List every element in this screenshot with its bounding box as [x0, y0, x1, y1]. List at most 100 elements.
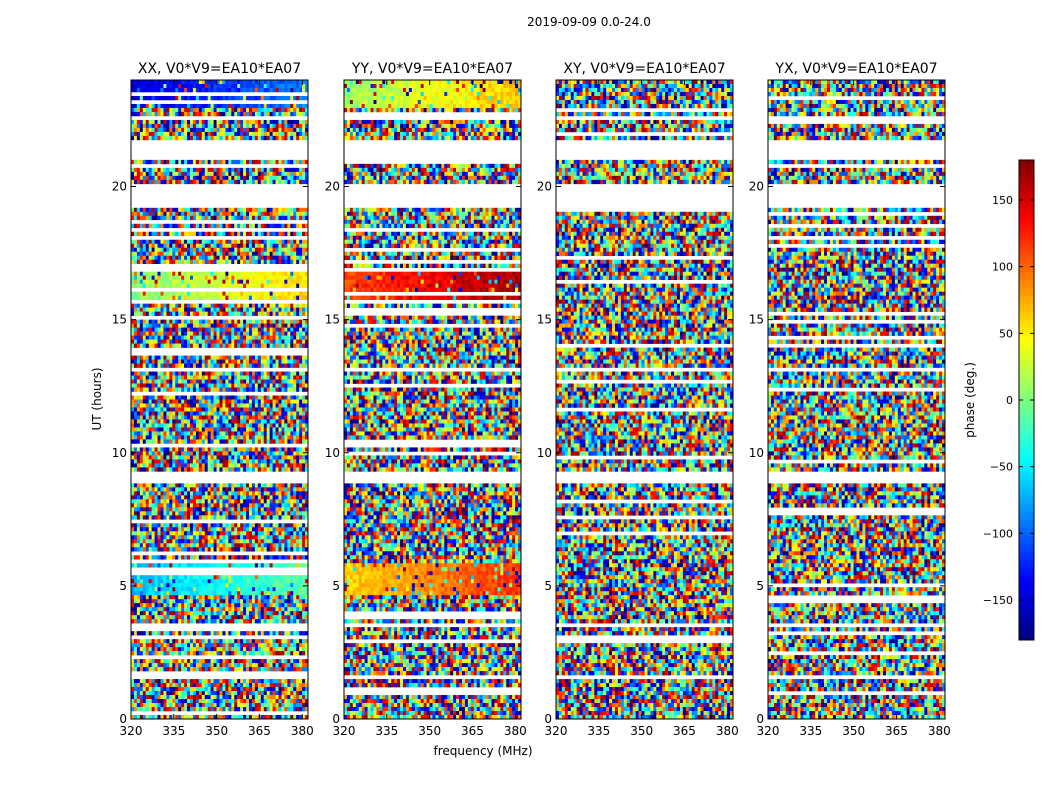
heatmap-cell [198, 363, 203, 368]
heatmap-cell [243, 303, 247, 308]
heatmap-cell [287, 511, 291, 516]
heatmap-cell [281, 399, 285, 404]
heatmap-cell [160, 531, 164, 536]
heatmap-cell [190, 319, 194, 324]
heatmap-cell [287, 251, 291, 257]
heatmap-cell [257, 271, 262, 276]
heatmap-cell [302, 127, 306, 133]
heatmap-cell [154, 207, 158, 213]
heatmap-cell [166, 531, 170, 536]
heatmap-cell [163, 439, 167, 444]
heatmap-cell [275, 135, 279, 141]
heatmap-cell [166, 527, 170, 532]
heatmap-cell [190, 83, 194, 89]
heatmap-cell [178, 295, 182, 300]
heatmap-cell [172, 231, 176, 237]
heatmap-cell [207, 103, 211, 109]
heatmap-cell [302, 467, 306, 472]
heatmap-cell [299, 319, 303, 324]
heatmap-cell [293, 131, 297, 137]
heatmap-cell [287, 371, 291, 376]
heatmap-cell [302, 383, 306, 388]
heatmap-cell [243, 339, 247, 344]
heatmap-cell [272, 407, 276, 412]
heatmap-cell [192, 259, 197, 265]
heatmap-cell [254, 463, 259, 468]
heatmap-cell [131, 323, 135, 328]
heatmap-cell [184, 343, 188, 348]
heatmap-cell [131, 283, 135, 288]
heatmap-cell [240, 515, 244, 520]
heatmap-cell [254, 323, 259, 328]
heatmap-cell [148, 307, 152, 312]
heatmap-cell [160, 83, 164, 89]
heatmap-cell [175, 239, 179, 245]
heatmap-cell [148, 331, 152, 336]
heatmap-cell [195, 271, 200, 276]
heatmap-cell [290, 131, 294, 137]
heatmap-cell [263, 251, 267, 257]
heatmap-cell [225, 427, 229, 432]
heatmap-cell [181, 455, 185, 460]
heatmap-cell [175, 499, 179, 504]
heatmap-cell [216, 435, 220, 440]
heatmap-cell [287, 80, 291, 85]
heatmap-cell [136, 495, 141, 500]
heatmap-cell [278, 83, 282, 89]
heatmap-cell [269, 135, 273, 141]
heatmap-cell [269, 107, 273, 113]
heatmap-cell [178, 215, 182, 221]
heatmap-cell [136, 323, 141, 328]
heatmap-cell [293, 211, 297, 217]
heatmap-cell [260, 439, 265, 444]
heatmap-cell [222, 131, 226, 137]
heatmap-cell [136, 175, 141, 181]
heatmap-cell [142, 439, 147, 444]
heatmap-cell [299, 507, 303, 512]
heatmap-cell [175, 215, 179, 221]
heatmap-cell [234, 331, 238, 336]
heatmap-cell [210, 215, 214, 221]
heatmap-cell [181, 335, 185, 340]
heatmap-cell [305, 123, 309, 129]
heatmap-cell [175, 531, 179, 536]
heatmap-cell [154, 419, 158, 424]
heatmap-cell [275, 319, 279, 324]
heatmap-cell [266, 231, 270, 237]
heatmap-cell [251, 167, 256, 173]
heatmap-cell [210, 279, 214, 284]
heatmap-cell [192, 431, 197, 436]
heatmap-cell [178, 439, 182, 444]
heatmap-cell [169, 271, 173, 276]
heatmap-cell [163, 395, 167, 400]
heatmap-cell [305, 243, 309, 249]
heatmap-cell [246, 80, 250, 85]
heatmap-cell [284, 375, 288, 380]
heatmap-cell [228, 111, 232, 117]
heatmap-cell [234, 339, 238, 344]
heatmap-cell [131, 379, 135, 384]
heatmap-cell [260, 239, 265, 245]
heatmap-cell [213, 535, 217, 540]
heatmap-cell [142, 423, 147, 428]
heatmap-cell [269, 403, 273, 408]
heatmap-cell [225, 435, 229, 440]
heatmap-cell [260, 167, 265, 173]
heatmap-cell [154, 343, 158, 348]
heatmap-cell [228, 355, 232, 360]
heatmap-cell [187, 335, 191, 340]
heatmap-cell [192, 455, 197, 460]
heatmap-cell [169, 527, 173, 532]
heatmap-cell [216, 80, 220, 85]
heatmap-cell [213, 327, 217, 332]
heatmap-cell [219, 107, 223, 113]
heatmap-cell [219, 123, 223, 129]
heatmap-cell [175, 463, 179, 468]
heatmap-cell [187, 523, 191, 528]
heatmap-cell [133, 239, 138, 245]
heatmap-cell [299, 527, 303, 532]
heatmap-cell [163, 411, 167, 416]
heatmap-cell [198, 207, 203, 213]
heatmap-cell [296, 243, 300, 249]
heatmap-cell [184, 307, 188, 312]
